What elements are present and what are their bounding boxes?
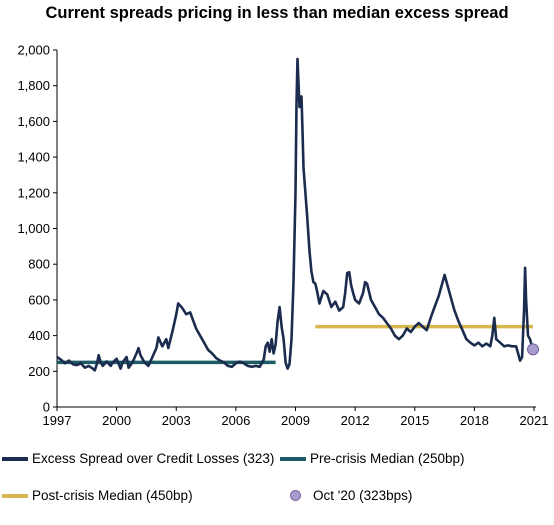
y-tick-label: 800 [28, 257, 50, 272]
x-tick-label: 2006 [221, 413, 250, 428]
legend-swatch-excess-spread [2, 456, 28, 461]
y-tick-label: 0 [43, 400, 50, 415]
x-tick-label: 1997 [43, 413, 72, 428]
y-tick-label: 1,200 [17, 185, 50, 200]
x-tick-label: 2000 [102, 413, 131, 428]
legend-label-post-crisis: Post-crisis Median (450bp) [32, 488, 193, 503]
chart-title: Current spreads pricing in less than med… [45, 4, 509, 22]
legend-swatch-pre-crisis [280, 456, 306, 461]
excess-spread-line [56, 57, 535, 372]
legend-swatch-oct20 [290, 490, 301, 501]
x-tick-label: 2018 [460, 413, 489, 428]
legend-item-oct20: Oct '20 (323bps) [290, 488, 412, 503]
x-tick-label: 2012 [341, 413, 370, 428]
oct20-point [527, 343, 540, 356]
legend-label-excess-spread: Excess Spread over Credit Losses (323) [32, 451, 275, 466]
y-tick-label: 2,000 [17, 43, 50, 58]
legend-label-pre-crisis: Pre-crisis Median (250bp) [310, 451, 465, 466]
y-tick-label: 1,000 [17, 221, 50, 236]
x-tick-label: 2009 [281, 413, 310, 428]
legend-label-oct20: Oct '20 (323bps) [313, 488, 413, 503]
y-tick-label: 1,400 [17, 150, 50, 165]
y-tick-label: 200 [28, 364, 50, 379]
y-tick-label: 1,600 [17, 114, 50, 129]
y-tick-label: 1,800 [17, 78, 50, 93]
legend-item-excess-spread: Excess Spread over Credit Losses (323) [2, 451, 274, 466]
legend-item-post-crisis: Post-crisis Median (450bp) [2, 488, 193, 503]
legend-item-pre-crisis: Pre-crisis Median (250bp) [280, 451, 465, 466]
x-tick-label: 2021 [520, 413, 549, 428]
x-tick-label: 2015 [400, 413, 429, 428]
x-tick-label: 2003 [162, 413, 191, 428]
y-tick-label: 600 [28, 292, 50, 307]
series-layer [56, 57, 540, 372]
axes-layer: 0 200 400 600 800 1,000 1,200 1,400 1,600 1,800 2,… [17, 43, 548, 429]
legend-swatch-post-crisis [2, 493, 28, 498]
y-tick-label: 400 [28, 328, 50, 343]
